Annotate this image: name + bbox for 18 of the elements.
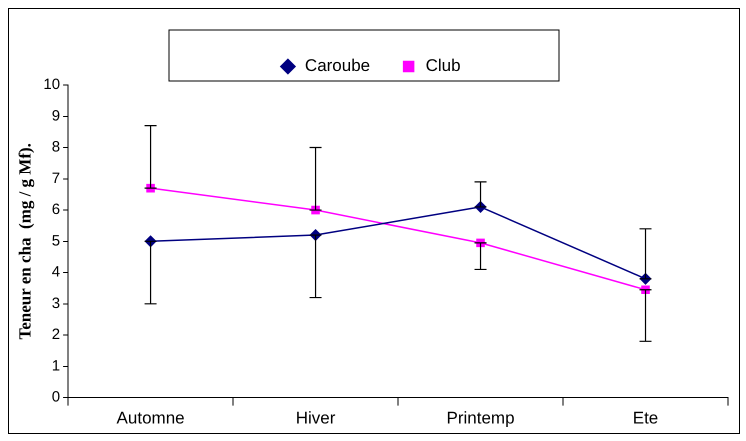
y-tick-label: 0	[52, 388, 60, 406]
y-tick-label: 5	[52, 232, 60, 250]
y-tick-label: 10	[43, 76, 60, 94]
y-tick-label: 3	[52, 294, 60, 312]
y-tick-label: 1	[52, 357, 60, 374]
y-tick-label: 7	[52, 170, 60, 187]
x-tick-label: Hiver	[296, 408, 336, 428]
x-tick-label: Ete	[632, 408, 658, 428]
y-tick-label: 9	[52, 107, 60, 124]
legend-label: Club	[426, 56, 461, 76]
y-tick-label: 4	[52, 264, 60, 281]
legend-label: Caroube	[304, 56, 370, 76]
x-tick-label: Printemp	[446, 408, 515, 428]
y-tick-label: 6	[52, 201, 60, 218]
y-tick-label: 8	[52, 138, 60, 156]
x-tick-label: Automne	[116, 408, 185, 428]
y-tick-label: 2	[52, 326, 60, 344]
y-axis-title: Teneur en cha (mg / g Mf).	[16, 143, 35, 340]
